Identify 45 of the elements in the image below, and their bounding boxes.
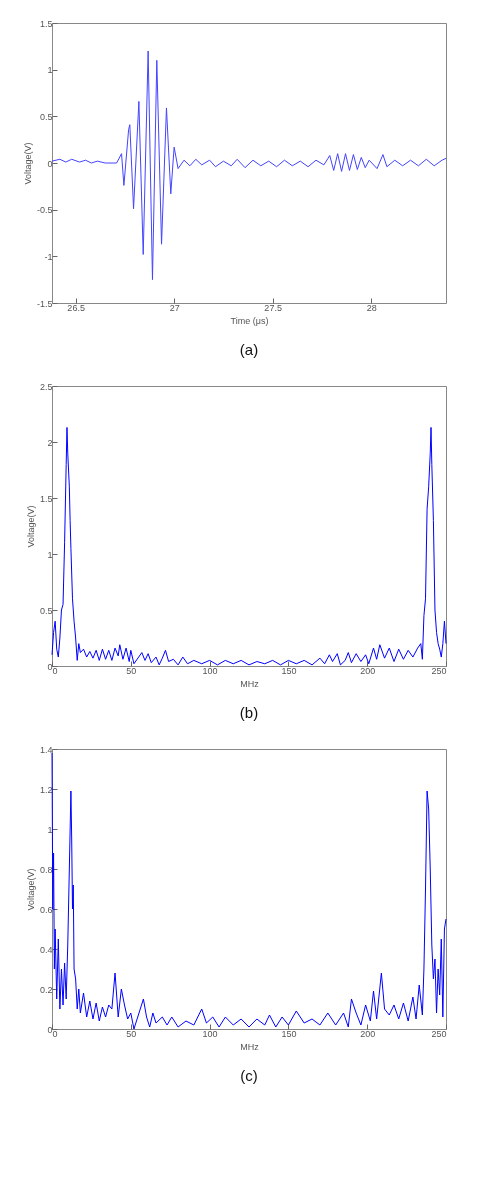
x-tick-label: 250 bbox=[431, 1028, 447, 1039]
text: (a) bbox=[239, 341, 259, 358]
x-tick-label: 150 bbox=[281, 1028, 297, 1039]
y-tick-label: 0.5 bbox=[39, 605, 53, 616]
x-tick-label: 27.5 bbox=[264, 302, 282, 313]
y-tick-label: 0.6 bbox=[39, 904, 53, 915]
y-tick-label: 0.4 bbox=[39, 944, 53, 955]
x-tick-label: 50 bbox=[126, 1028, 137, 1039]
y-axis-title: Voltage(V) bbox=[25, 868, 36, 911]
y-tick-label: -1.5 bbox=[36, 298, 53, 309]
x-axis-title: Time (μs) bbox=[230, 315, 269, 326]
y-tick-label: 2.5 bbox=[39, 381, 53, 392]
x-tick-label: 100 bbox=[202, 1028, 218, 1039]
y-tick-label: 1.5 bbox=[39, 18, 53, 29]
y-axis-title: Voltage(V) bbox=[22, 142, 33, 185]
y-tick-label: -0.5 bbox=[36, 205, 53, 216]
text: (b) bbox=[239, 704, 259, 721]
x-tick-label: 250 bbox=[431, 665, 447, 676]
x-tick-label: 200 bbox=[360, 1028, 376, 1039]
y-tick-label: 1 bbox=[47, 65, 53, 76]
x-tick-label: 26.5 bbox=[67, 302, 85, 313]
text: (c) bbox=[240, 1067, 258, 1084]
y-tick-label: 2 bbox=[47, 437, 53, 448]
x-tick-label: 50 bbox=[126, 665, 137, 676]
x-tick-label: 28 bbox=[366, 302, 377, 313]
y-tick-label: 0.5 bbox=[39, 111, 53, 122]
x-axis-title: MHz bbox=[240, 1041, 260, 1052]
y-tick-label: 0.8 bbox=[39, 864, 53, 875]
x-tick-label: 150 bbox=[281, 665, 297, 676]
line-series bbox=[51, 50, 447, 281]
y-tick-label: 0 bbox=[47, 158, 53, 169]
y-axis-title: Voltage(V) bbox=[25, 505, 36, 548]
x-tick-label: 200 bbox=[360, 665, 376, 676]
x-axis-title: MHz bbox=[240, 678, 260, 689]
y-tick-label: 0.2 bbox=[39, 984, 53, 995]
line-series bbox=[51, 426, 447, 666]
y-tick-label: 1 bbox=[47, 549, 53, 560]
y-tick-label: 1.5 bbox=[39, 493, 53, 504]
x-tick-label: 100 bbox=[202, 665, 218, 676]
y-tick-label: 1.4 bbox=[39, 744, 53, 755]
line-series bbox=[51, 752, 447, 1030]
y-tick-label: 1 bbox=[47, 824, 53, 835]
y-tick-label: -1 bbox=[44, 251, 53, 262]
y-tick-label: 1.2 bbox=[39, 784, 53, 795]
x-tick-label: 27 bbox=[169, 302, 180, 313]
